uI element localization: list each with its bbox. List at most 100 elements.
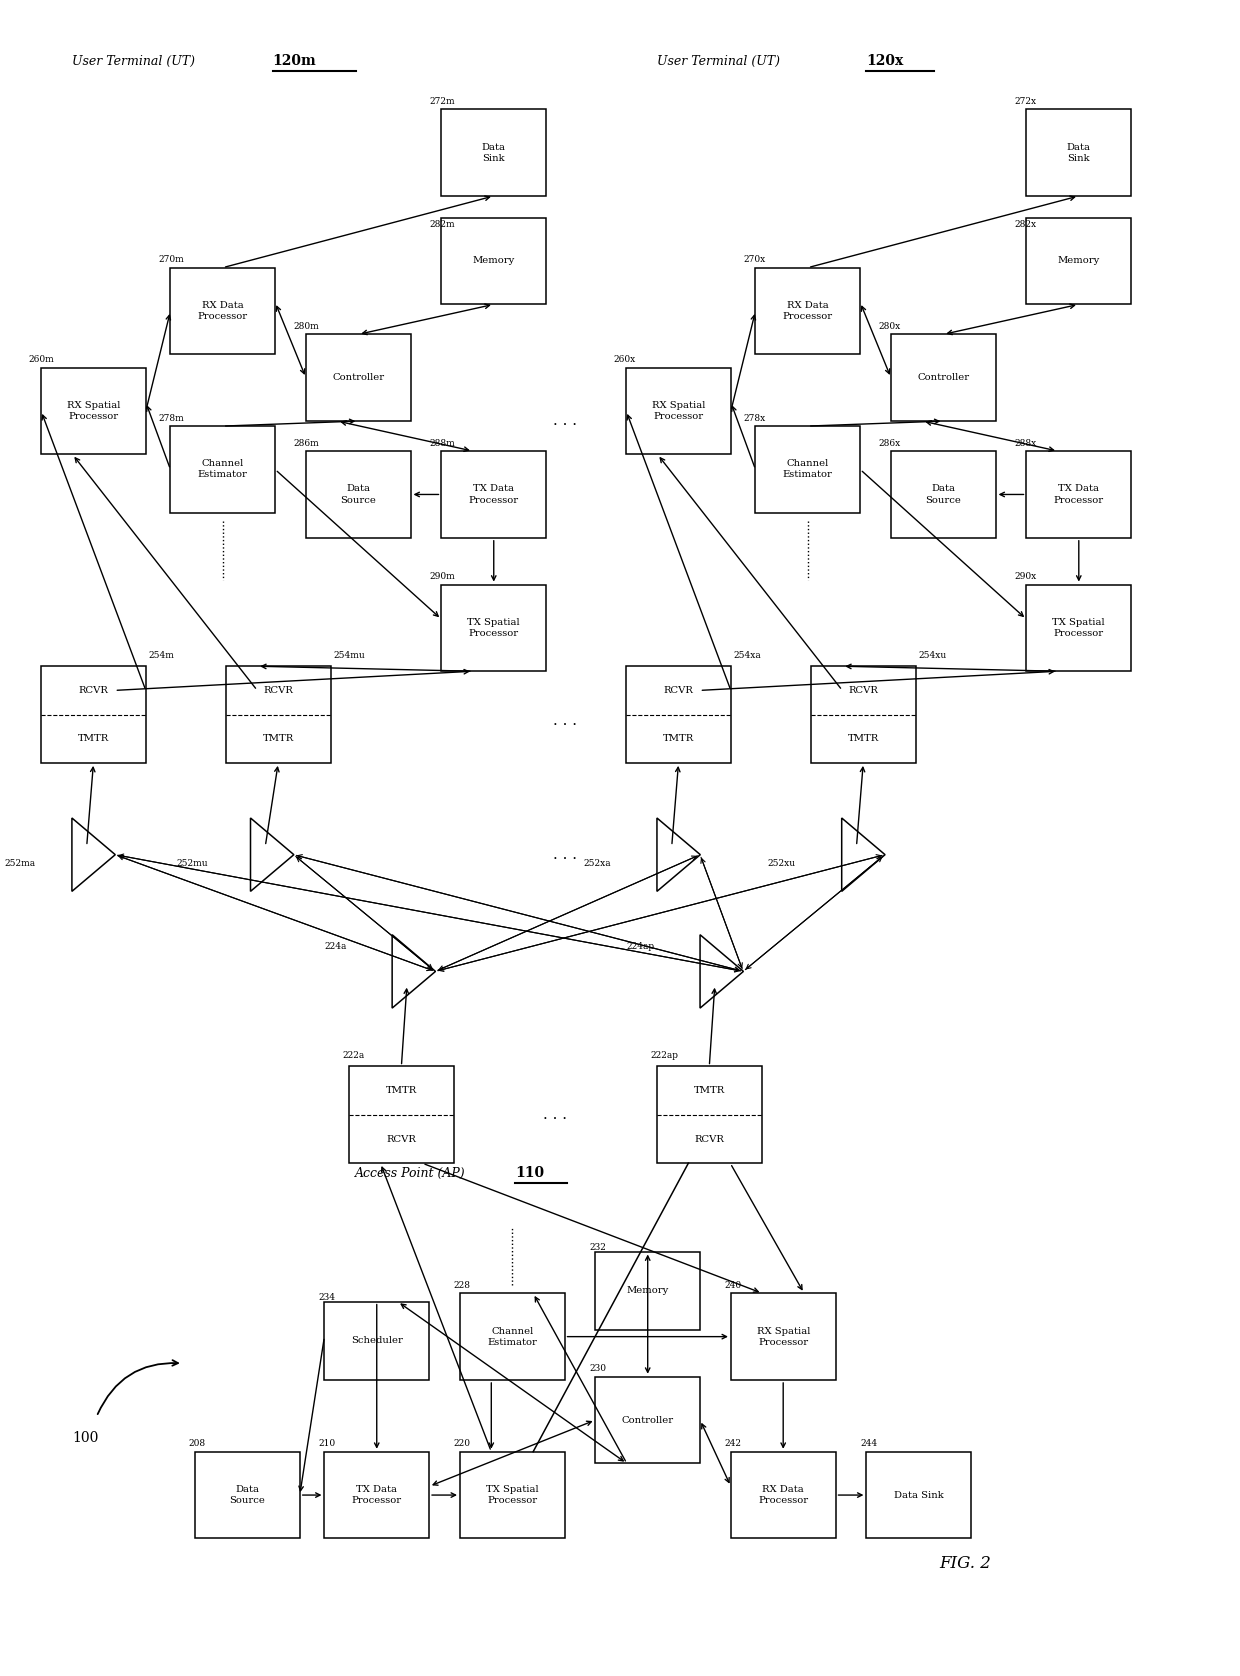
Text: TX Spatial
Processor: TX Spatial Processor bbox=[467, 618, 520, 639]
Text: Controller: Controller bbox=[332, 374, 384, 382]
FancyBboxPatch shape bbox=[441, 218, 546, 305]
FancyBboxPatch shape bbox=[41, 667, 146, 763]
FancyBboxPatch shape bbox=[348, 1066, 454, 1163]
Text: TX Data
Processor: TX Data Processor bbox=[352, 1485, 402, 1505]
FancyBboxPatch shape bbox=[811, 667, 915, 763]
FancyBboxPatch shape bbox=[325, 1302, 429, 1379]
FancyBboxPatch shape bbox=[730, 1294, 836, 1379]
FancyBboxPatch shape bbox=[867, 1451, 971, 1539]
FancyBboxPatch shape bbox=[441, 451, 546, 538]
FancyBboxPatch shape bbox=[626, 667, 730, 763]
Text: 260m: 260m bbox=[29, 355, 55, 364]
Text: Data
Source: Data Source bbox=[229, 1485, 265, 1505]
Text: Data
Source: Data Source bbox=[340, 484, 376, 504]
Text: RX Data
Processor: RX Data Processor bbox=[758, 1485, 808, 1505]
Text: 234: 234 bbox=[319, 1292, 335, 1302]
FancyBboxPatch shape bbox=[730, 1451, 836, 1539]
Text: 228: 228 bbox=[454, 1280, 471, 1291]
Text: 278m: 278m bbox=[159, 414, 184, 422]
Text: 252mu: 252mu bbox=[176, 858, 208, 868]
Text: User Terminal (UT): User Terminal (UT) bbox=[72, 55, 195, 67]
Text: 240: 240 bbox=[724, 1280, 742, 1291]
Text: 120m: 120m bbox=[273, 54, 316, 67]
Text: . . .: . . . bbox=[553, 714, 577, 729]
FancyBboxPatch shape bbox=[892, 335, 996, 421]
Text: 288x: 288x bbox=[1014, 439, 1037, 447]
Text: 220: 220 bbox=[454, 1440, 471, 1448]
Text: TMTR: TMTR bbox=[386, 1086, 417, 1094]
FancyBboxPatch shape bbox=[325, 1451, 429, 1539]
Text: 270m: 270m bbox=[159, 255, 184, 265]
FancyBboxPatch shape bbox=[441, 109, 546, 196]
Text: Channel
Estimator: Channel Estimator bbox=[487, 1327, 537, 1348]
Text: TMTR: TMTR bbox=[693, 1086, 725, 1094]
FancyBboxPatch shape bbox=[657, 1066, 761, 1163]
FancyBboxPatch shape bbox=[755, 426, 861, 513]
Text: Access Point (AP): Access Point (AP) bbox=[355, 1166, 466, 1180]
Text: 252ma: 252ma bbox=[4, 858, 35, 868]
FancyBboxPatch shape bbox=[441, 585, 546, 670]
Text: 252xu: 252xu bbox=[768, 858, 796, 868]
Text: 230: 230 bbox=[589, 1364, 606, 1373]
Text: 100: 100 bbox=[72, 1431, 98, 1445]
Text: 272x: 272x bbox=[1014, 97, 1037, 106]
FancyBboxPatch shape bbox=[595, 1252, 701, 1331]
Text: 242: 242 bbox=[724, 1440, 742, 1448]
Text: RX Spatial
Processor: RX Spatial Processor bbox=[756, 1327, 810, 1348]
Text: RCVR: RCVR bbox=[387, 1135, 417, 1143]
Text: 210: 210 bbox=[319, 1440, 335, 1448]
Text: 208: 208 bbox=[188, 1440, 206, 1448]
Text: Data
Sink: Data Sink bbox=[1066, 142, 1091, 163]
Text: Channel
Estimator: Channel Estimator bbox=[198, 459, 248, 479]
FancyBboxPatch shape bbox=[1027, 585, 1131, 670]
Text: TX Spatial
Processor: TX Spatial Processor bbox=[486, 1485, 538, 1505]
Text: Data Sink: Data Sink bbox=[894, 1490, 944, 1500]
Text: 244: 244 bbox=[861, 1440, 877, 1448]
Text: 288m: 288m bbox=[429, 439, 455, 447]
FancyBboxPatch shape bbox=[306, 451, 410, 538]
Text: Data
Sink: Data Sink bbox=[482, 142, 506, 163]
Text: RX Data
Processor: RX Data Processor bbox=[782, 302, 833, 322]
FancyBboxPatch shape bbox=[226, 667, 331, 763]
FancyBboxPatch shape bbox=[306, 335, 410, 421]
Text: Controller: Controller bbox=[918, 374, 970, 382]
Text: RX Spatial
Processor: RX Spatial Processor bbox=[67, 401, 120, 421]
Text: RCVR: RCVR bbox=[848, 685, 878, 696]
Text: 272m: 272m bbox=[429, 97, 455, 106]
Text: 280x: 280x bbox=[879, 322, 901, 332]
Text: 290m: 290m bbox=[429, 572, 455, 582]
FancyBboxPatch shape bbox=[170, 426, 275, 513]
Text: 232: 232 bbox=[589, 1242, 606, 1252]
Text: User Terminal (UT): User Terminal (UT) bbox=[657, 55, 780, 67]
Text: Controller: Controller bbox=[621, 1416, 673, 1425]
Text: Channel
Estimator: Channel Estimator bbox=[782, 459, 833, 479]
Text: 224a: 224a bbox=[325, 942, 347, 952]
FancyBboxPatch shape bbox=[460, 1294, 564, 1379]
FancyBboxPatch shape bbox=[1027, 451, 1131, 538]
Text: 280m: 280m bbox=[294, 322, 320, 332]
Text: 254xa: 254xa bbox=[733, 650, 761, 660]
FancyBboxPatch shape bbox=[170, 268, 275, 354]
FancyBboxPatch shape bbox=[41, 367, 146, 454]
Text: 290x: 290x bbox=[1014, 572, 1037, 582]
Text: . . .: . . . bbox=[543, 1108, 568, 1121]
Text: 252xa: 252xa bbox=[583, 858, 610, 868]
Text: 270x: 270x bbox=[743, 255, 765, 265]
Text: RCVR: RCVR bbox=[263, 685, 293, 696]
Text: TX Data
Processor: TX Data Processor bbox=[1054, 484, 1104, 504]
Text: Data
Source: Data Source bbox=[925, 484, 961, 504]
Text: 282m: 282m bbox=[429, 220, 455, 230]
Text: 222ap: 222ap bbox=[651, 1051, 678, 1059]
FancyBboxPatch shape bbox=[892, 451, 996, 538]
Text: Memory: Memory bbox=[626, 1285, 668, 1296]
Text: Scheduler: Scheduler bbox=[351, 1336, 403, 1346]
Text: 278x: 278x bbox=[743, 414, 765, 422]
Text: 110: 110 bbox=[516, 1166, 544, 1180]
Text: TX Data
Processor: TX Data Processor bbox=[469, 484, 518, 504]
Text: 260x: 260x bbox=[614, 355, 636, 364]
Text: TMTR: TMTR bbox=[78, 734, 109, 742]
FancyBboxPatch shape bbox=[595, 1376, 701, 1463]
Text: RX Data
Processor: RX Data Processor bbox=[197, 302, 248, 322]
FancyBboxPatch shape bbox=[755, 268, 861, 354]
FancyBboxPatch shape bbox=[626, 367, 730, 454]
